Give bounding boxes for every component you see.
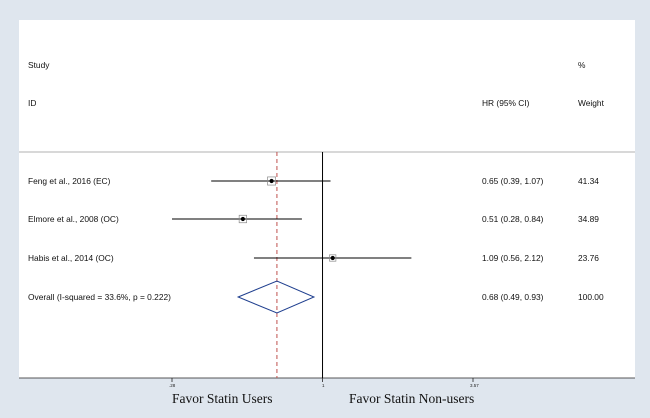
overall-diamond [236,280,316,314]
overall-label: Overall (I-squared = 33.6%, p = 0.222) [28,292,171,302]
ci-text-overall: 0.68 (0.49, 0.93) [482,292,544,302]
plot-panel [19,20,635,378]
weight-feng: 41.34 [578,176,599,186]
weight-elmore: 34.89 [578,214,599,224]
point-estimate-habis [330,255,335,261]
point-estimate-elmore [240,216,246,222]
study-label-feng: Feng et al., 2016 (EC) [28,176,111,186]
ci-text-feng: 0.65 (0.39, 1.07) [482,176,544,186]
study-label-habis: Habis et al., 2014 (OC) [28,253,114,263]
weight-box-feng [267,176,277,186]
study-label-elmore: Elmore et al., 2008 (OC) [28,214,119,224]
x-tick-label-one: 1 [322,383,325,388]
point-estimate-feng [269,178,274,184]
x-tick-label-max: 3.57 [470,383,479,388]
x-tick-label-min: .28 [169,383,176,388]
weight-box-elmore [238,214,247,224]
id-header: ID [28,98,37,108]
weight-header: Weight [578,98,604,108]
favor-non-users-label: Favor Statin Non-users [349,391,475,406]
weight-box-habis [329,254,337,262]
study-header: Study [28,60,50,70]
ci-text-habis: 1.09 (0.56, 2.12) [482,253,544,263]
weight-overall: 100.00 [578,292,604,302]
ci-text-elmore: 0.51 (0.28, 0.84) [482,214,544,224]
weight-habis: 23.76 [578,253,599,263]
percent-header: % [578,60,586,70]
favor-users-label: Favor Statin Users [172,391,273,406]
hr-ci-header: HR (95% CI) [482,98,530,108]
